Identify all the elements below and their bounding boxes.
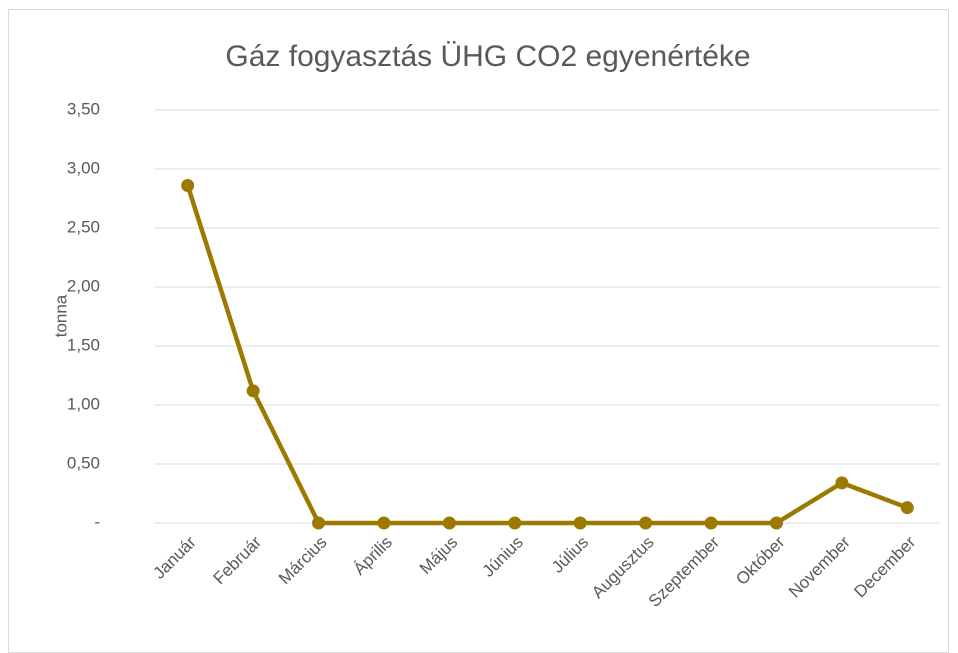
line-marker bbox=[835, 476, 849, 490]
chart-frame bbox=[8, 9, 949, 653]
y-tick-label: - bbox=[94, 512, 100, 531]
y-tick-label: 1,00 bbox=[67, 394, 100, 413]
y-tick-label: 2,50 bbox=[67, 217, 100, 236]
line-marker bbox=[639, 516, 653, 530]
y-tick-label: 2,00 bbox=[67, 276, 100, 295]
line-marker bbox=[312, 516, 326, 530]
y-tick-label: 0,50 bbox=[67, 453, 100, 472]
line-marker bbox=[900, 501, 914, 515]
line-marker bbox=[377, 516, 391, 530]
line-series bbox=[185, 184, 909, 526]
line-marker bbox=[508, 516, 522, 530]
y-axis-label: tonna bbox=[51, 294, 70, 337]
line-marker bbox=[704, 516, 718, 530]
chart-title: Gáz fogyasztás ÜHG CO2 egyenértéke bbox=[225, 40, 750, 73]
line-marker bbox=[573, 516, 587, 530]
line-marker bbox=[181, 179, 195, 193]
y-tick-label: 1,50 bbox=[67, 335, 100, 354]
line-marker bbox=[442, 516, 456, 530]
line-marker bbox=[769, 516, 783, 530]
y-tick-label: 3,50 bbox=[67, 99, 100, 118]
line-marker bbox=[246, 384, 260, 398]
y-tick-label: 3,00 bbox=[67, 158, 100, 177]
